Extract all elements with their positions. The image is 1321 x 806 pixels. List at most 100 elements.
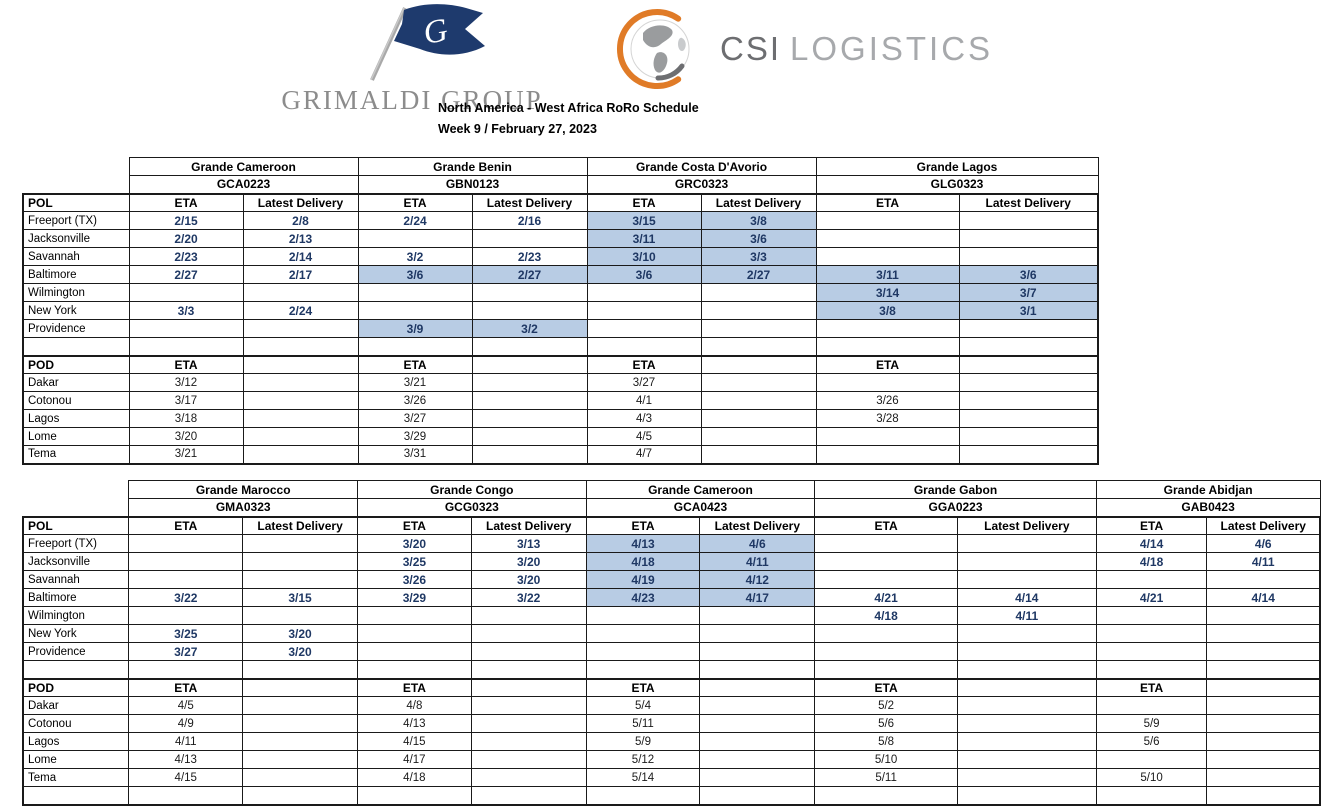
eta-header: ETA bbox=[814, 515, 958, 535]
spacer-cell bbox=[958, 337, 1099, 356]
spacer-cell bbox=[814, 660, 958, 679]
latest-delivery-cell: 4/11 bbox=[1206, 552, 1321, 571]
pod-eta-cell: 4/13 bbox=[128, 750, 244, 769]
latest-delivery-cell bbox=[242, 552, 359, 571]
eta-cell: 4/19 bbox=[585, 570, 701, 589]
spacer-cell bbox=[22, 660, 130, 679]
pod-eta-cell: 3/18 bbox=[128, 409, 244, 428]
eta-cell: 2/24 bbox=[357, 211, 473, 230]
eta-cell: 4/13 bbox=[585, 534, 701, 553]
eta-cell: 3/11 bbox=[586, 229, 702, 248]
blank-cell bbox=[958, 409, 1099, 428]
blank-cell bbox=[699, 750, 816, 769]
corner-spacer bbox=[23, 176, 129, 194]
port-name: Dakar bbox=[22, 373, 130, 392]
blank-cell bbox=[471, 373, 588, 392]
eta-cell bbox=[814, 624, 958, 643]
latest-delivery-cell bbox=[471, 283, 588, 302]
eta-cell bbox=[585, 642, 701, 661]
blank-cell bbox=[1206, 732, 1321, 751]
spacer-cell bbox=[242, 786, 359, 806]
latest-delivery-cell: 4/11 bbox=[699, 552, 816, 571]
eta-header: ETA bbox=[357, 515, 472, 535]
spacer-cell bbox=[357, 660, 472, 679]
eta-header: ETA bbox=[585, 677, 701, 697]
latest-delivery-header: Latest Delivery bbox=[700, 192, 817, 212]
blank-cell bbox=[242, 677, 359, 697]
eta-cell bbox=[1095, 642, 1208, 661]
blank-cell bbox=[471, 409, 588, 428]
blank-cell bbox=[956, 732, 1097, 751]
eta-cell: 3/27 bbox=[128, 642, 244, 661]
pod-eta-cell bbox=[1095, 696, 1208, 715]
pod-eta-cell bbox=[1095, 750, 1208, 769]
voyage-code: GRC0323 bbox=[586, 175, 817, 194]
latest-delivery-cell bbox=[700, 301, 817, 320]
blank-cell bbox=[242, 732, 359, 751]
spacer-cell bbox=[470, 786, 587, 806]
eta-cell bbox=[357, 229, 473, 248]
latest-delivery-cell: 4/6 bbox=[1206, 534, 1321, 553]
latest-delivery-header: Latest Delivery bbox=[1206, 515, 1321, 535]
eta-header: ETA bbox=[1095, 515, 1208, 535]
pod-eta-cell: 3/31 bbox=[357, 445, 473, 465]
eta-header: ETA bbox=[357, 677, 472, 697]
blank-cell bbox=[1206, 677, 1321, 697]
voyage-code: GGA0223 bbox=[814, 498, 1097, 517]
eta-cell bbox=[128, 606, 244, 625]
latest-delivery-cell: 3/20 bbox=[242, 624, 359, 643]
eta-cell bbox=[815, 211, 960, 230]
pol-header: POL bbox=[22, 515, 130, 535]
pod-eta-cell: 3/28 bbox=[815, 409, 960, 428]
spacer-cell bbox=[585, 786, 701, 806]
spacer-cell bbox=[699, 786, 816, 806]
page-subtitle: Week 9 / February 27, 2023 bbox=[438, 122, 597, 136]
blank-cell bbox=[242, 354, 359, 374]
pod-eta-cell: 4/9 bbox=[128, 714, 244, 733]
blank-cell bbox=[958, 373, 1099, 392]
eta-header: ETA bbox=[357, 354, 473, 374]
eta-cell: 3/11 bbox=[815, 265, 960, 284]
latest-delivery-cell bbox=[471, 301, 588, 320]
vessel-name: Grande Abidjan bbox=[1095, 480, 1321, 499]
latest-delivery-cell: 3/3 bbox=[700, 247, 817, 266]
eta-cell bbox=[815, 319, 960, 338]
eta-cell: 4/21 bbox=[814, 588, 958, 607]
title-block: North America - West Africa RoRo Schedul… bbox=[438, 98, 699, 140]
blank-cell bbox=[1206, 768, 1321, 787]
blank-cell bbox=[242, 373, 359, 392]
blank-cell bbox=[700, 409, 817, 428]
blank-cell bbox=[471, 391, 588, 410]
csi-logo-text-primary: CSI bbox=[720, 30, 782, 67]
eta-cell bbox=[586, 319, 702, 338]
spacer-cell bbox=[1095, 660, 1208, 679]
latest-delivery-cell: 2/14 bbox=[242, 247, 359, 266]
latest-delivery-header: Latest Delivery bbox=[242, 515, 359, 535]
port-name: Lagos bbox=[22, 732, 130, 751]
latest-delivery-cell: 2/13 bbox=[242, 229, 359, 248]
csi-globe-icon bbox=[616, 9, 690, 89]
eta-cell bbox=[815, 247, 960, 266]
latest-delivery-cell: 3/6 bbox=[700, 229, 817, 248]
eta-cell bbox=[357, 624, 472, 643]
blank-cell bbox=[470, 714, 587, 733]
pod-eta-cell: 4/1 bbox=[586, 391, 702, 410]
eta-cell: 3/29 bbox=[357, 588, 472, 607]
eta-cell: 3/15 bbox=[586, 211, 702, 230]
latest-delivery-cell: 3/15 bbox=[242, 588, 359, 607]
blank-cell bbox=[699, 696, 816, 715]
latest-delivery-cell: 4/14 bbox=[956, 588, 1097, 607]
spacer-cell bbox=[242, 337, 359, 356]
eta-cell: 3/20 bbox=[357, 534, 472, 553]
blank-cell bbox=[956, 696, 1097, 715]
blank-cell bbox=[958, 354, 1099, 374]
latest-delivery-cell bbox=[242, 283, 359, 302]
blank-cell bbox=[956, 750, 1097, 769]
blank-cell bbox=[700, 354, 817, 374]
spacer-cell bbox=[242, 660, 359, 679]
latest-delivery-cell: 3/20 bbox=[470, 552, 587, 571]
port-name: Freeport (TX) bbox=[22, 211, 130, 230]
pod-eta-cell: 4/11 bbox=[128, 732, 244, 751]
eta-cell bbox=[814, 552, 958, 571]
blank-cell bbox=[700, 427, 817, 446]
